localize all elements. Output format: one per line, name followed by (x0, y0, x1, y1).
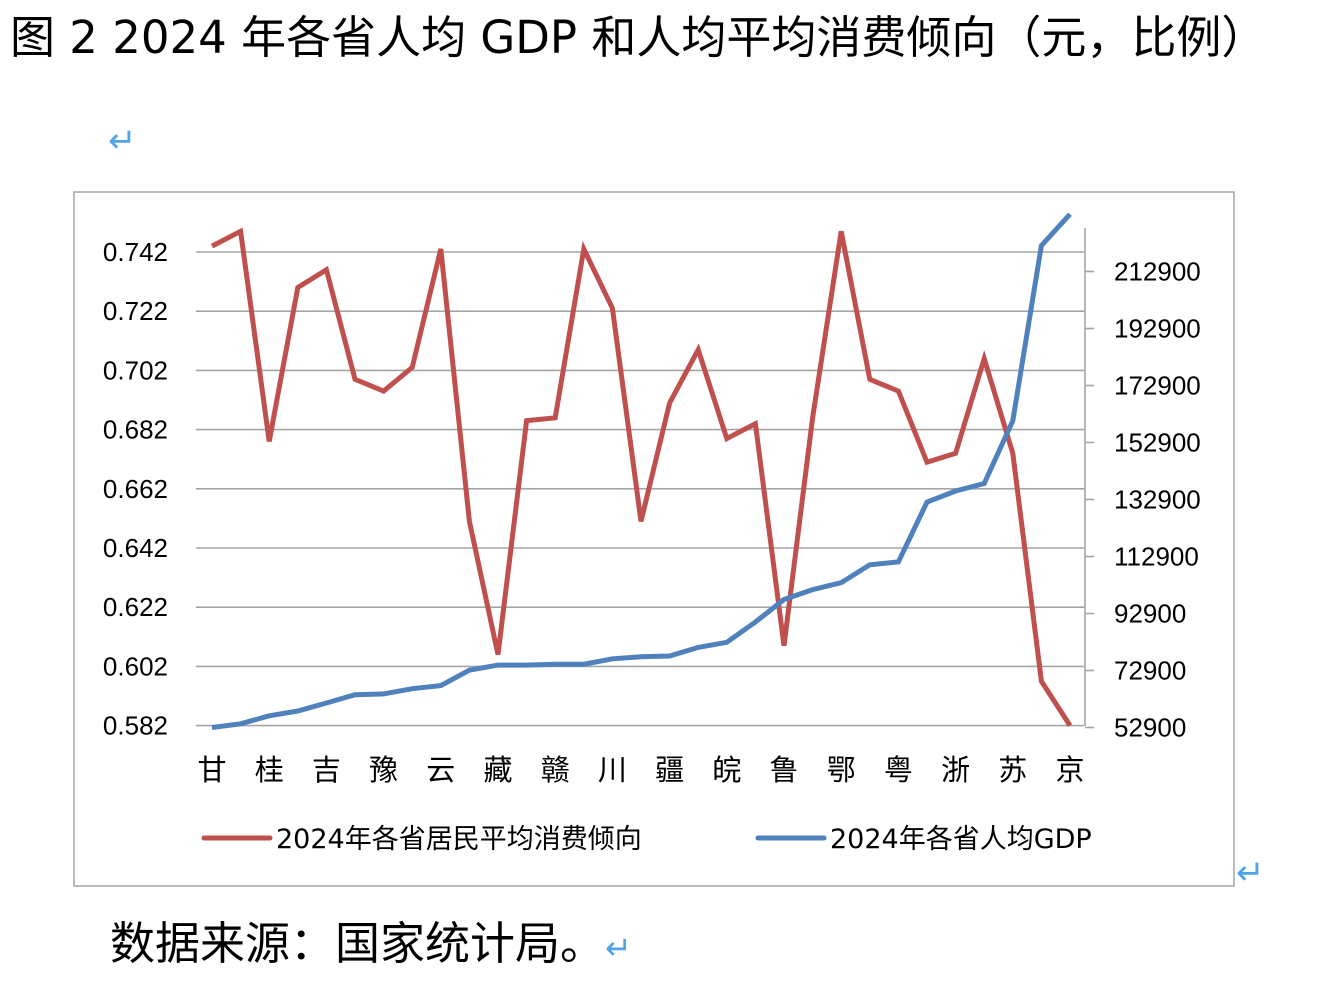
y-left-tick-label: 0.642 (103, 533, 168, 563)
x-tick-label: 疆 (655, 753, 684, 787)
x-tick-label: 吉 (312, 753, 341, 787)
source-note: 数据来源：国家统计局。↵ (110, 912, 632, 976)
paragraph-mark-icon: ↵ (605, 929, 632, 967)
y-right-tick-label: 52900 (1114, 713, 1186, 743)
x-tick-label: 苏 (998, 753, 1027, 787)
page-title: 图 2 2024 年各省人均 GDP 和人均平均消费倾向（元，比例） (10, 11, 1267, 64)
y-right-tick-label: 172900 (1114, 371, 1201, 401)
y-left-tick-label: 0.742 (103, 237, 168, 267)
x-tick-label: 云 (426, 753, 455, 787)
y-right-tick-label: 212900 (1114, 257, 1201, 287)
x-tick-label: 鲁 (769, 753, 798, 787)
y-left-tick-label: 0.722 (103, 296, 168, 326)
y-left-tick-label: 0.602 (103, 651, 168, 681)
y-left-tick-label: 0.682 (103, 415, 168, 445)
y-right-tick-label: 72900 (1114, 656, 1186, 686)
y-right-tick-label: 152900 (1114, 428, 1201, 458)
x-tick-label: 豫 (369, 753, 398, 787)
x-tick-label: 皖 (712, 753, 741, 787)
y-right-tick-label: 112900 (1114, 542, 1199, 572)
y-left-tick-label: 0.622 (103, 592, 168, 622)
y-right-tick-label: 132900 (1114, 485, 1201, 515)
x-tick-label: 桂 (255, 753, 284, 787)
legend-gdp-label: 2024年各省人均GDP (830, 824, 1092, 855)
y-right-tick-label: 192900 (1114, 314, 1201, 344)
y-left-tick-label: 0.582 (103, 711, 168, 741)
chart-frame (73, 191, 1235, 887)
y-right-tick-label: 92900 (1114, 599, 1186, 629)
y-left-tick-label: 0.662 (103, 474, 168, 504)
x-tick-label: 川 (598, 753, 627, 787)
x-tick-label: 藏 (483, 753, 512, 787)
paragraph-mark-icon: ↵ (1236, 853, 1265, 893)
source-text: 数据来源：国家统计局。 (110, 917, 606, 970)
x-tick-label: 鄂 (827, 753, 856, 787)
x-tick-label: 粤 (884, 753, 913, 787)
chart: 0.742 0.722 0.702 0.682 0.662 0.642 0.622 0.602… (73, 191, 1235, 887)
legend-consumption-label: 2024年各省居民平均消费倾向 (276, 824, 642, 855)
x-tick-label: 赣 (541, 753, 570, 787)
x-tick-label: 甘 (197, 753, 226, 787)
x-tick-label: 浙 (941, 753, 970, 787)
x-tick-label: 京 (1055, 753, 1084, 787)
y-left-tick-label: 0.702 (103, 355, 168, 385)
paragraph-mark-icon: ↵ (108, 121, 137, 161)
